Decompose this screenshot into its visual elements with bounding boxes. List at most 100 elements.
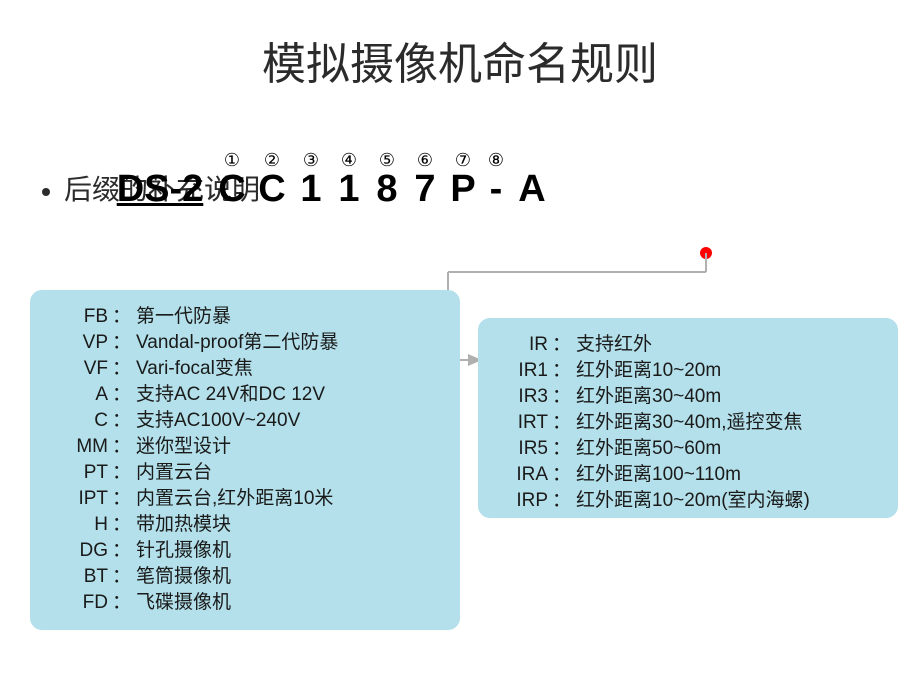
definition-value: 红外距离50~60m: [576, 436, 880, 462]
colon: ：: [112, 382, 136, 408]
colon: ：: [112, 564, 136, 590]
suffix-definitions-left: FB：第一代防暴VP：Vandal-proof第二代防暴VF：Vari-foca…: [30, 290, 460, 630]
definition-value: 内置云台,红外距离10米: [136, 486, 442, 512]
colon: ：: [112, 512, 136, 538]
model-code-row: DS-2C①C②1③1④8⑤7⑥P⑦-⑧A: [108, 168, 554, 211]
model-char-1: C①: [212, 168, 252, 211]
bullet-icon: [42, 188, 50, 196]
definition-row: IR5：红外距离50~60m: [496, 436, 880, 462]
model-char-6: 7⑥: [406, 168, 444, 211]
colon: ：: [552, 384, 576, 410]
colon: ：: [112, 330, 136, 356]
definition-value: 内置云台: [136, 460, 442, 486]
definition-key: VP: [48, 330, 112, 356]
definition-value: 支持AC100V~240V: [136, 408, 442, 434]
definition-key: DG: [48, 538, 112, 564]
position-label-3: ③: [303, 150, 319, 171]
definition-value: 飞碟摄像机: [136, 590, 442, 616]
colon: ：: [552, 410, 576, 436]
model-char-8: -⑧: [482, 168, 510, 211]
position-label-7: ⑦: [455, 150, 471, 171]
definition-value: 红外距离100~110m: [576, 462, 880, 488]
definition-value: 红外距离10~20m(室内海螺): [576, 488, 880, 514]
definition-value: Vandal-proof第二代防暴: [136, 330, 442, 356]
definition-key: IPT: [48, 486, 112, 512]
definition-row: IRP：红外距离10~20m(室内海螺): [496, 488, 880, 514]
definition-value: 支持AC 24V和DC 12V: [136, 382, 442, 408]
definition-value: 红外距离30~40m,遥控变焦: [576, 410, 880, 436]
definition-key: A: [48, 382, 112, 408]
definition-key: H: [48, 512, 112, 538]
definition-value: 迷你型设计: [136, 434, 442, 460]
position-label-4: ④: [341, 150, 357, 171]
definition-row: FD：飞碟摄像机: [48, 590, 442, 616]
definition-key: FD: [48, 590, 112, 616]
colon: ：: [552, 332, 576, 358]
definition-row: H：带加热模块: [48, 512, 442, 538]
definition-row: IR1：红外距离10~20m: [496, 358, 880, 384]
model-char-4: 1④: [330, 168, 368, 211]
definition-row: C：支持AC100V~240V: [48, 408, 442, 434]
colon: ：: [552, 488, 576, 514]
colon: ：: [112, 434, 136, 460]
definition-value: 笔筒摄像机: [136, 564, 442, 590]
definition-row: IRA：红外距离100~110m: [496, 462, 880, 488]
definition-value: 第一代防暴: [136, 304, 442, 330]
definition-row: FB：第一代防暴: [48, 304, 442, 330]
definition-key: BT: [48, 564, 112, 590]
definition-value: 带加热模块: [136, 512, 442, 538]
definition-key: IR: [496, 332, 552, 358]
definition-key: C: [48, 408, 112, 434]
definition-value: 支持红外: [576, 332, 880, 358]
position-label-8: ⑧: [488, 150, 504, 171]
position-label-2: ②: [264, 150, 280, 171]
definition-value: Vari-focal变焦: [136, 356, 442, 382]
colon: ：: [112, 460, 136, 486]
definition-row: BT：笔筒摄像机: [48, 564, 442, 590]
definition-row: VP：Vandal-proof第二代防暴: [48, 330, 442, 356]
colon: ：: [112, 590, 136, 616]
definition-row: DG：针孔摄像机: [48, 538, 442, 564]
definition-key: IRT: [496, 410, 552, 436]
definition-key: FB: [48, 304, 112, 330]
model-char-7: P⑦: [444, 168, 482, 211]
page-title: 模拟摄像机命名规则: [0, 28, 920, 92]
definition-key: IRP: [496, 488, 552, 514]
position-label-6: ⑥: [417, 150, 433, 171]
model-char-9: A: [510, 168, 554, 211]
highlight-dot-icon: [700, 247, 712, 259]
colon: ：: [112, 486, 136, 512]
definition-key: PT: [48, 460, 112, 486]
definition-key: VF: [48, 356, 112, 382]
definition-key: IRA: [496, 462, 552, 488]
definition-row: IRT：红外距离30~40m,遥控变焦: [496, 410, 880, 436]
definition-value: 红外距离10~20m: [576, 358, 880, 384]
position-label-1: ①: [224, 150, 240, 171]
definition-key: IR5: [496, 436, 552, 462]
definition-row: IPT：内置云台,红外距离10米: [48, 486, 442, 512]
definition-row: IR3：红外距离30~40m: [496, 384, 880, 410]
definition-value: 针孔摄像机: [136, 538, 442, 564]
definition-value: 红外距离30~40m: [576, 384, 880, 410]
definition-key: MM: [48, 434, 112, 460]
position-label-5: ⑤: [379, 150, 395, 171]
colon: ：: [552, 462, 576, 488]
definition-row: PT：内置云台: [48, 460, 442, 486]
definition-row: IR：支持红外: [496, 332, 880, 358]
colon: ：: [112, 538, 136, 564]
model-char-5: 8⑤: [368, 168, 406, 211]
colon: ：: [112, 356, 136, 382]
colon: ：: [552, 358, 576, 384]
colon: ：: [552, 436, 576, 462]
colon: ：: [112, 304, 136, 330]
definition-key: IR3: [496, 384, 552, 410]
colon: ：: [112, 408, 136, 434]
definition-row: VF：Vari-focal变焦: [48, 356, 442, 382]
model-char-2: C②: [252, 168, 292, 211]
definition-key: IR1: [496, 358, 552, 384]
model-prefix: DS-2: [108, 168, 212, 211]
definition-row: A：支持AC 24V和DC 12V: [48, 382, 442, 408]
definition-row: MM：迷你型设计: [48, 434, 442, 460]
suffix-definitions-right: IR：支持红外IR1：红外距离10~20mIR3：红外距离30~40mIRT：红…: [478, 318, 898, 518]
model-char-3: 1③: [292, 168, 330, 211]
